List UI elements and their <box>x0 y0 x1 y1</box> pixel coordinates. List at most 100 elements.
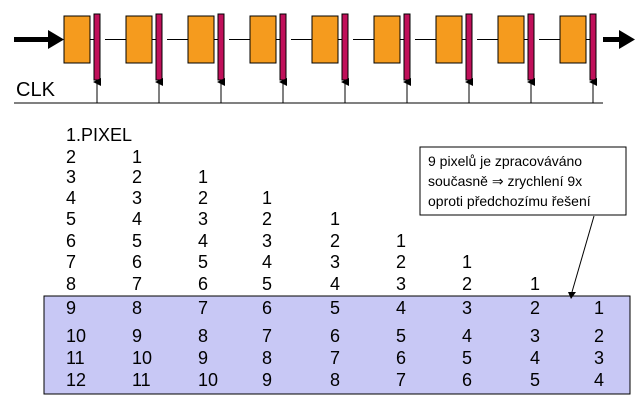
table-cell: 1 <box>396 231 406 251</box>
processing-block <box>249 15 277 64</box>
table-cell: 2 <box>462 274 472 294</box>
table-cell: 6 <box>396 348 406 368</box>
table-cell: 2 <box>330 231 340 251</box>
table-cell: 8 <box>330 370 340 390</box>
processing-block <box>435 15 463 64</box>
pipeline-register <box>93 13 101 81</box>
processing-block <box>187 15 215 64</box>
table-cell: 8 <box>262 348 272 368</box>
processing-block <box>373 15 401 64</box>
table-cell: 5 <box>530 370 540 390</box>
table-cell: 7 <box>262 326 272 346</box>
processing-block <box>63 15 91 64</box>
table-cell: 10 <box>132 348 152 368</box>
table-cell: 3 <box>198 209 208 229</box>
table-cell: 6 <box>462 370 472 390</box>
table-cell: 9 <box>132 326 142 346</box>
parallel-highlight-band <box>43 295 631 395</box>
callout-box <box>419 146 627 216</box>
table-cell: 2 <box>198 188 208 208</box>
table-cell: 3 <box>262 231 272 251</box>
callout-pointer <box>571 215 595 293</box>
table-cell: 2 <box>132 167 142 187</box>
pipeline-stage <box>167 13 225 81</box>
processing-block <box>125 15 153 64</box>
table-cell: 1 <box>330 209 340 229</box>
table-cell: 4 <box>330 274 340 294</box>
clock-label: CLK <box>16 79 56 101</box>
table-cell: 8 <box>66 274 76 294</box>
table-header: 1.PIXEL <box>66 125 132 145</box>
table-cell: 1 <box>132 147 142 167</box>
table-cell: 1 <box>462 252 472 272</box>
table-cell: 2 <box>530 298 540 318</box>
table-cell: 11 <box>66 348 85 368</box>
table-cell: 1 <box>198 167 208 187</box>
table-cell: 5 <box>262 274 272 294</box>
table-cell: 7 <box>330 348 340 368</box>
table-cell: 10 <box>198 370 218 390</box>
table-cell: 3 <box>330 252 340 272</box>
processing-block <box>559 15 587 64</box>
pipeline-register <box>589 13 597 81</box>
processing-block <box>311 15 339 64</box>
table-cell: 6 <box>262 298 272 318</box>
table-cell: 5 <box>396 326 406 346</box>
table-cell: 8 <box>198 326 208 346</box>
table-cell: 7 <box>132 274 142 294</box>
table-cell: 7 <box>396 370 406 390</box>
table-cell: 4 <box>132 209 142 229</box>
table-cell: 12 <box>66 370 86 390</box>
pipeline-stages <box>63 13 597 81</box>
pipeline-register <box>279 13 287 81</box>
table-cell: 1 <box>262 188 272 208</box>
table-cell: 3 <box>462 298 472 318</box>
table-cell: 5 <box>462 348 472 368</box>
table-cell: 11 <box>132 370 151 390</box>
table-cell: 2 <box>396 252 406 272</box>
table-cell: 1 <box>594 298 604 318</box>
table-cell: 9 <box>66 298 76 318</box>
table-cell: 4 <box>198 231 208 251</box>
table-cell: 4 <box>594 370 604 390</box>
table-cell: 7 <box>198 298 208 318</box>
clock-bus <box>14 78 603 104</box>
table-cell: 4 <box>396 298 406 318</box>
table-cell: 7 <box>66 252 76 272</box>
processing-block <box>497 15 525 64</box>
pipeline-register <box>527 13 535 81</box>
table-cell: 5 <box>66 209 76 229</box>
table-cell: 1 <box>530 274 540 294</box>
pipeline-stage <box>291 13 349 81</box>
table-cell: 4 <box>66 188 76 208</box>
pipeline-stage <box>415 13 473 81</box>
table-cell: 3 <box>132 188 142 208</box>
table-cell: 3 <box>66 167 76 187</box>
callout-line-1: 9 pixelů je zpracováváno <box>428 153 582 169</box>
table-cell: 10 <box>66 326 86 346</box>
table-cell: 8 <box>132 298 142 318</box>
table-cell: 4 <box>262 252 272 272</box>
pipeline-register <box>217 13 225 81</box>
table-cell: 6 <box>132 252 142 272</box>
pipeline-register <box>465 13 473 81</box>
table-cell: 3 <box>530 326 540 346</box>
pipeline-stage <box>353 13 411 81</box>
pipeline-stage <box>229 13 287 81</box>
pipeline-register <box>341 13 349 81</box>
table-cell: 6 <box>66 231 76 251</box>
table-cell: 9 <box>262 370 272 390</box>
table-cell: 4 <box>530 348 540 368</box>
pipeline-register <box>155 13 163 81</box>
pipeline-register <box>403 13 411 81</box>
table-cell: 6 <box>330 326 340 346</box>
table-cell: 4 <box>462 326 472 346</box>
table-cell: 3 <box>396 274 406 294</box>
table-cell: 5 <box>198 252 208 272</box>
output-arrow <box>603 30 635 49</box>
pixel-table: 2 13 2 14 3 2 15 4 3 2 16 5 4 3 2 17 6 5 4 3 2 18 7 6 5 4 3 2 19 8 7 6 5… <box>66 147 604 390</box>
table-cell: 3 <box>594 348 604 368</box>
table-cell: 2 <box>262 209 272 229</box>
callout: 9 pixelů je zpracováváno současně ⇒ zryc… <box>419 146 627 299</box>
callout-line-2: současně ⇒ zrychlení 9x <box>428 173 582 189</box>
